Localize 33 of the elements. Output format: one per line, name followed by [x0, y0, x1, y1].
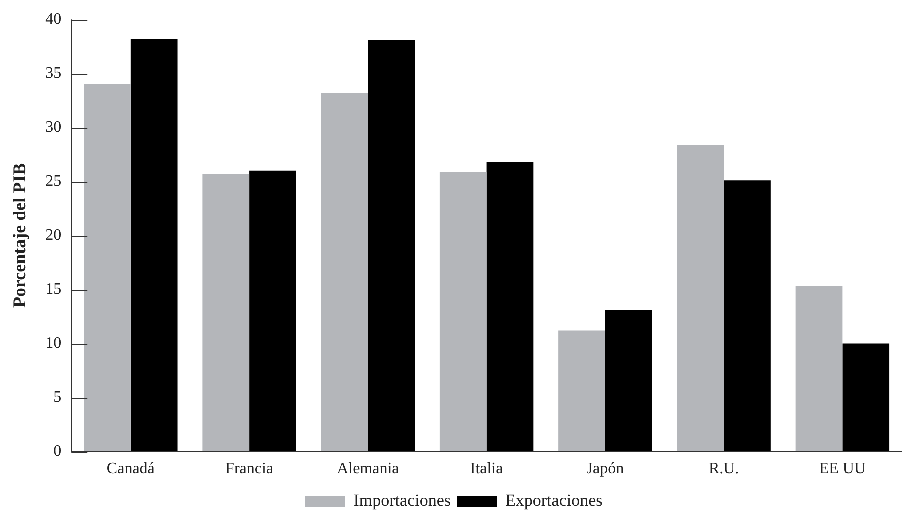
- legend-label: Exportaciones: [506, 490, 603, 510]
- x-tick-label: Francia: [226, 460, 274, 478]
- y-tick-label: 40: [46, 10, 62, 28]
- x-tick-label: R.U.: [708, 460, 740, 478]
- bar: [486, 162, 534, 452]
- y-tick-label: 30: [46, 118, 62, 136]
- bar: [677, 144, 724, 452]
- y-tick-label: 25: [46, 172, 62, 190]
- x-tick-label: Italia: [470, 460, 504, 478]
- bar: [605, 310, 652, 452]
- bar: [440, 172, 487, 452]
- y-tick-label: 10: [46, 334, 62, 352]
- x-tick-label: Alemania: [337, 460, 400, 478]
- y-axis-title: Porcentaje del PIB: [9, 163, 30, 308]
- y-tick-label: 15: [46, 280, 62, 298]
- y-tick-label: 35: [46, 64, 62, 82]
- bar: [130, 39, 178, 452]
- y-tick-label: 0: [54, 443, 62, 460]
- bar: [321, 93, 368, 452]
- x-tick-label: EE UU: [819, 460, 866, 478]
- bar: [368, 40, 416, 452]
- bar: [558, 330, 606, 452]
- bar: [84, 84, 131, 452]
- legend-label: Importaciones: [354, 490, 452, 510]
- bar: [796, 286, 843, 452]
- bar: [842, 344, 890, 452]
- x-tick-label: Japón: [586, 460, 624, 478]
- y-tick-label: 20: [46, 226, 62, 244]
- bar: [202, 174, 250, 452]
- x-tick-label: Canadá: [106, 460, 155, 478]
- bar: [724, 180, 771, 452]
- bar: [250, 170, 296, 452]
- y-tick-label: 5: [54, 388, 62, 406]
